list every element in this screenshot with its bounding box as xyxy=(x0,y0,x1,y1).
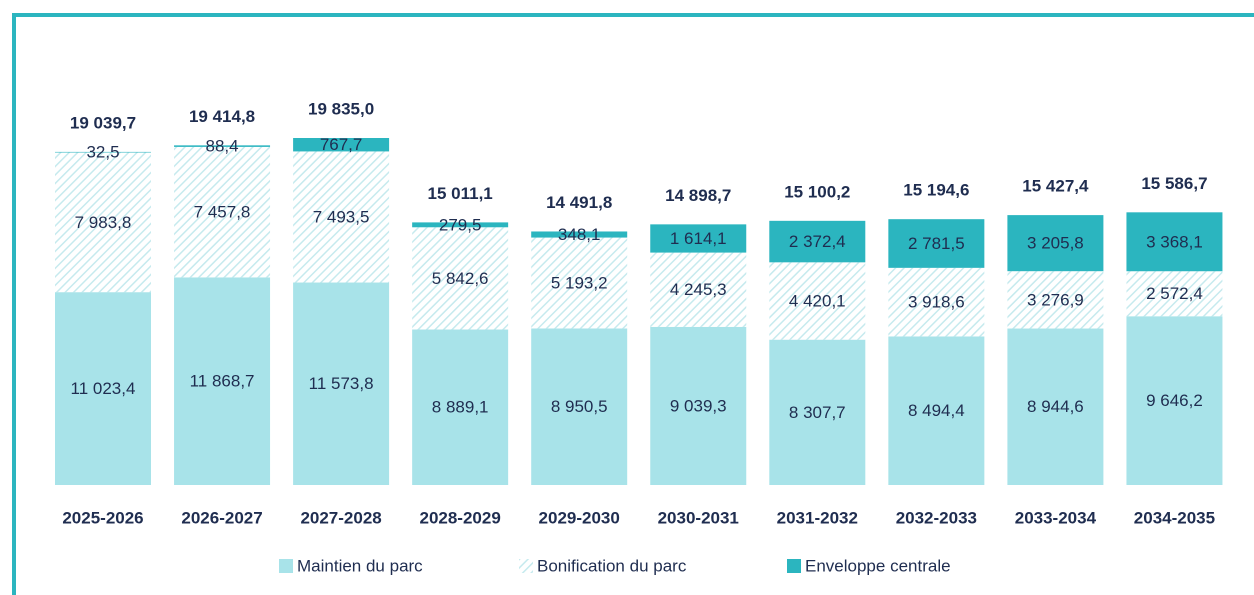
x-tick-label: 2029-2030 xyxy=(539,508,620,527)
total-label: 19 414,8 xyxy=(189,107,255,126)
bar-segment xyxy=(650,224,747,253)
value-label: 3 205,8 xyxy=(1027,234,1084,253)
value-label: 5 193,2 xyxy=(551,273,608,292)
total-label: 15 194,6 xyxy=(903,181,969,200)
value-label: 11 868,7 xyxy=(190,372,255,391)
value-label: 3 368,1 xyxy=(1146,232,1203,251)
legend-label: Enveloppe centrale xyxy=(805,556,951,575)
value-label: 5 842,6 xyxy=(432,269,489,288)
bar-segment xyxy=(55,151,151,153)
value-label: 767,7 xyxy=(320,135,363,154)
legend-swatch xyxy=(519,559,533,573)
value-label: 3 918,6 xyxy=(908,293,965,312)
total-label: 19 039,7 xyxy=(70,113,136,132)
bar-segment xyxy=(55,292,151,485)
x-tick-label: 2028-2029 xyxy=(419,508,500,527)
bar-segment xyxy=(1126,316,1223,485)
legend-swatch xyxy=(279,559,293,573)
value-label: 2 372,4 xyxy=(789,232,846,251)
value-label: 348,1 xyxy=(558,225,601,244)
value-label: 8 950,5 xyxy=(551,397,608,416)
bar-segment xyxy=(769,262,866,340)
total-label: 14 898,7 xyxy=(665,186,731,205)
bar-segment xyxy=(650,326,747,485)
x-tick-label: 2025-2026 xyxy=(62,508,143,527)
bar-segment xyxy=(1007,215,1104,272)
value-label: 32,5 xyxy=(86,143,119,162)
value-label: 8 889,1 xyxy=(432,398,489,417)
bar-segment xyxy=(531,328,628,485)
total-label: 15 586,7 xyxy=(1141,174,1207,193)
value-label: 7 983,8 xyxy=(75,213,132,232)
bar-segment xyxy=(1126,212,1223,272)
value-label: 4 245,3 xyxy=(670,280,727,299)
value-label: 9 039,3 xyxy=(670,396,727,415)
value-label: 1 614,1 xyxy=(670,229,727,248)
value-label: 8 944,6 xyxy=(1027,397,1084,416)
bar-segment xyxy=(174,277,271,485)
x-tick-label: 2032-2033 xyxy=(896,508,977,527)
bar-segment xyxy=(174,146,271,278)
x-tick-label: 2033-2034 xyxy=(1015,508,1097,527)
value-label: 2 781,5 xyxy=(908,234,965,253)
bar-segment xyxy=(531,231,628,238)
value-label: 8 307,7 xyxy=(789,403,846,422)
bar-segment xyxy=(293,282,390,485)
value-label: 88,4 xyxy=(206,137,239,156)
bar-segment xyxy=(293,151,390,283)
bar-segment xyxy=(1007,271,1104,329)
total-label: 15 427,4 xyxy=(1022,177,1089,196)
total-label: 15 100,2 xyxy=(784,182,850,201)
bar-segment xyxy=(1007,328,1104,485)
value-label: 7 457,8 xyxy=(194,203,251,222)
bar-segment xyxy=(888,336,985,485)
x-tick-label: 2034-2035 xyxy=(1134,508,1215,527)
value-label: 7 493,5 xyxy=(313,207,370,226)
frame-left xyxy=(12,13,16,595)
value-label: 9 646,2 xyxy=(1146,391,1203,410)
bar-segment xyxy=(888,267,985,337)
value-label: 2 572,4 xyxy=(1146,284,1203,303)
bar-segment xyxy=(412,227,509,330)
x-tick-label: 2026-2027 xyxy=(181,508,262,527)
bar-segment xyxy=(650,252,747,327)
value-label: 4 420,1 xyxy=(789,291,846,310)
total-label: 19 835,0 xyxy=(308,99,374,118)
x-tick-label: 2031-2032 xyxy=(777,508,858,527)
value-label: 11 023,4 xyxy=(71,379,136,398)
bar-segment xyxy=(293,138,390,152)
bar-segment xyxy=(888,219,985,268)
legend-label: Bonification du parc xyxy=(537,556,687,575)
bar-segment xyxy=(1126,271,1223,317)
bar-segment xyxy=(769,220,866,263)
frame-top xyxy=(12,13,1254,17)
legend-label: Maintien du parc xyxy=(297,556,423,575)
total-label: 15 011,1 xyxy=(428,184,493,203)
bar-segment xyxy=(531,237,628,329)
bar-segment xyxy=(55,152,151,293)
legend-swatch xyxy=(787,559,801,573)
value-label: 279,5 xyxy=(439,215,482,234)
value-label: 3 276,9 xyxy=(1027,290,1084,309)
value-label: 8 494,4 xyxy=(908,401,965,420)
bar-segment xyxy=(174,145,271,147)
bar-segment xyxy=(412,222,509,228)
bar-segment xyxy=(769,339,866,485)
bar-segment xyxy=(412,329,509,485)
x-tick-label: 2030-2031 xyxy=(658,508,739,527)
x-tick-label: 2027-2028 xyxy=(300,508,381,527)
value-label: 11 573,8 xyxy=(309,374,374,393)
total-label: 14 491,8 xyxy=(546,193,612,212)
